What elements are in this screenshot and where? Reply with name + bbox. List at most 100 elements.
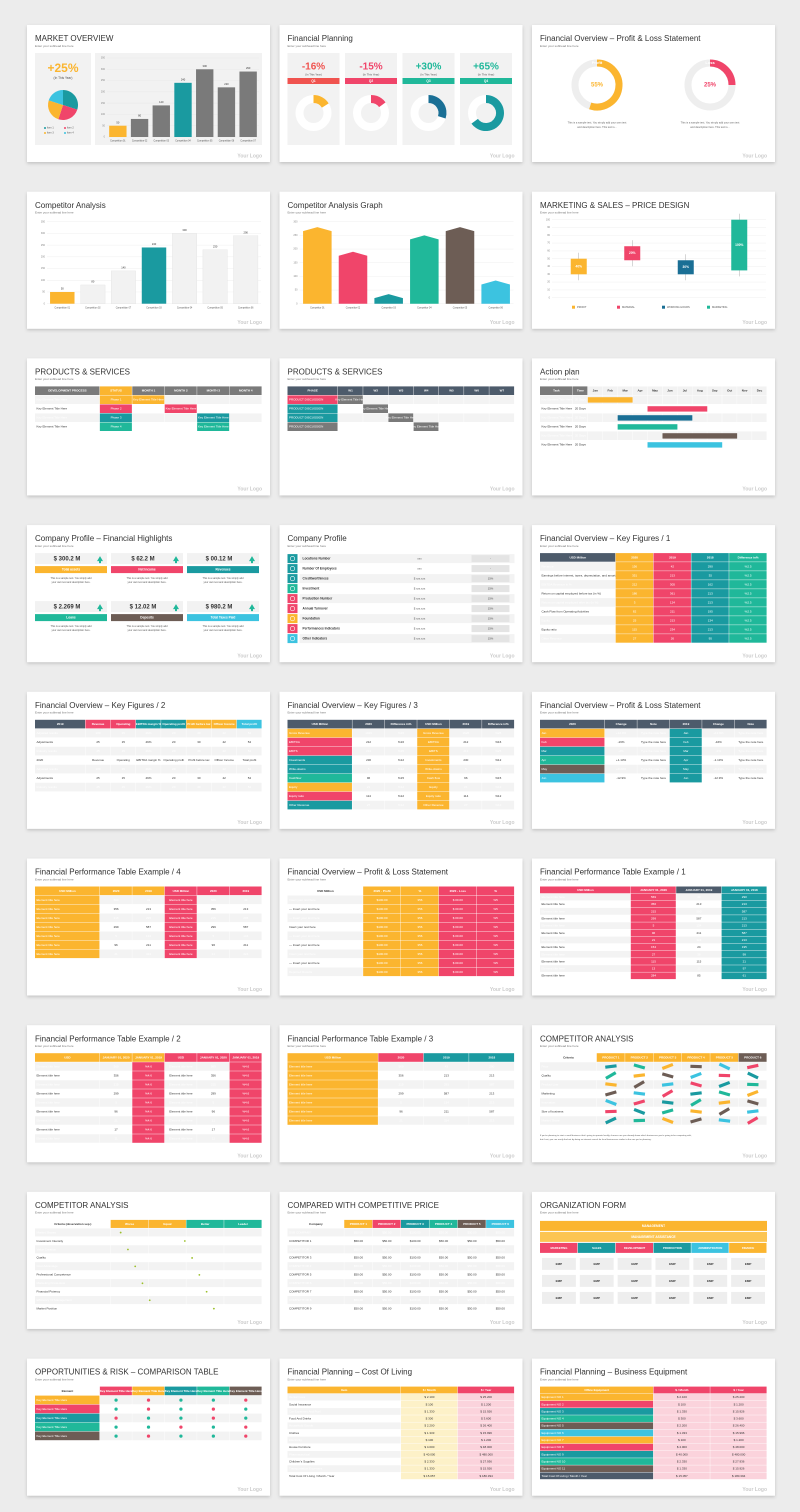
cell-text: COMPETITOR 9 <box>289 1306 312 1310</box>
cell-text: Adjusted results <box>37 731 59 735</box>
cell-text: 25 <box>633 618 637 622</box>
cell-text: Gross Revenue <box>289 731 310 735</box>
cell-text: Type the note here <box>641 776 666 780</box>
cell <box>457 1415 515 1422</box>
x-tick-label: Competition 01 <box>55 306 71 309</box>
slide-title: Financial Overview – Profit & Loss State… <box>288 868 449 877</box>
cell-text: $ 48.000 <box>733 1445 745 1449</box>
cell <box>401 1270 429 1279</box>
slide-logo: Your Logo <box>490 1320 515 1326</box>
cell <box>729 625 767 634</box>
cell <box>99 1080 132 1089</box>
header-text: Note <box>747 722 754 726</box>
emp-label: EMP <box>556 1296 563 1300</box>
arrow-mark <box>661 1116 674 1124</box>
pct-bg <box>471 615 510 623</box>
y-tick-label: 40 <box>547 265 550 268</box>
arrow-mark <box>633 1063 646 1070</box>
card-value: $ 980.2 M <box>206 604 233 610</box>
cell-text: Element title here <box>289 1118 313 1122</box>
cell-text: $ 2.100 <box>424 1395 434 1399</box>
cell <box>457 1270 486 1279</box>
cell-text: Revenue <box>92 758 104 762</box>
header-cell <box>540 386 573 395</box>
row-pct: 15% <box>488 627 494 631</box>
cell-text: $ 1.330 <box>424 1467 434 1471</box>
cell-text: Adjustments <box>37 776 54 780</box>
slide-subtitle: Enter your subhead line here <box>35 877 74 881</box>
cell-text: 234 <box>670 627 675 631</box>
card-value-bg <box>35 553 107 565</box>
cell-text: Insert your text here <box>289 925 316 929</box>
cell <box>540 915 631 922</box>
cell-text: Key Element Title Here <box>542 398 573 402</box>
cell-text: $50.00 <box>382 1239 392 1243</box>
cell-text: Type the note here <box>641 749 666 753</box>
cell <box>438 931 477 941</box>
arrow-mark <box>605 1098 617 1106</box>
header-text: DEVELOPMENT PROCESS <box>48 389 86 393</box>
cell-text: %4.6 <box>145 1064 152 1068</box>
cell-text: COMPETITOR 2 <box>289 1247 312 1251</box>
cell <box>224 1228 262 1237</box>
cell-text: Return on capital employed after tax (in… <box>542 600 599 604</box>
cell-text: %16 <box>495 740 501 744</box>
cell-text: 134 <box>146 934 151 938</box>
cell-text: Element title here <box>37 1109 61 1113</box>
cell-text: 195 <box>742 945 747 949</box>
header-cell <box>632 386 648 395</box>
dot <box>146 1416 151 1420</box>
header-cell <box>384 719 417 729</box>
cell-text: Key Element Title Here <box>360 407 391 411</box>
cell <box>413 395 439 404</box>
cell-text: 212 <box>632 582 637 586</box>
slide: Financial Overview – Profit & Loss State… <box>532 691 775 829</box>
point <box>191 1257 193 1259</box>
cell <box>236 746 262 756</box>
cell-text: Key Element Title Here <box>542 416 573 420</box>
cell <box>186 782 212 792</box>
x-tick-label: Competition 07 <box>240 140 256 143</box>
cell <box>721 958 767 965</box>
cell-text: +1.13% <box>616 758 627 762</box>
cell <box>540 965 631 972</box>
cell <box>423 1116 469 1125</box>
cell <box>401 904 439 914</box>
cell-text: $100.00 <box>410 1239 421 1243</box>
cell <box>401 1450 458 1458</box>
slide-subtitle: Enter your subhead line here <box>540 44 579 48</box>
cell <box>35 773 86 783</box>
cell <box>211 773 237 783</box>
cell <box>110 1228 149 1237</box>
cell <box>423 1098 469 1107</box>
cell <box>229 1098 262 1107</box>
slide-subtitle: Enter your subhead line here <box>288 544 327 548</box>
cell <box>85 782 111 792</box>
cell-text: Equity <box>289 785 298 789</box>
slide-logo: Your Logo <box>742 320 767 326</box>
header-cell <box>540 553 616 562</box>
cell <box>457 1458 515 1465</box>
cell <box>540 404 573 413</box>
kpi-value: +25% <box>47 61 78 75</box>
cell-text: 1926 <box>463 731 470 735</box>
header-text: PHASE <box>308 389 318 393</box>
header-cell <box>438 886 477 896</box>
slide: Financial Performance Table Example / 4E… <box>27 858 270 996</box>
cell-text: 36 <box>697 952 701 956</box>
cell <box>110 746 136 756</box>
cell <box>197 413 230 422</box>
cell-text: 17 <box>114 1127 118 1131</box>
cell <box>540 634 616 643</box>
y-tick-label: 250 <box>293 234 298 237</box>
header-text: W6 <box>474 389 479 393</box>
cell <box>363 913 401 923</box>
cell-text: 213 <box>243 907 248 911</box>
cell <box>164 1098 197 1107</box>
header-text: PRODUCT 5 <box>463 1222 481 1226</box>
cell <box>164 1089 197 1098</box>
bar <box>174 82 192 137</box>
cell <box>721 929 767 937</box>
y-tick-label: 200 <box>101 91 106 94</box>
